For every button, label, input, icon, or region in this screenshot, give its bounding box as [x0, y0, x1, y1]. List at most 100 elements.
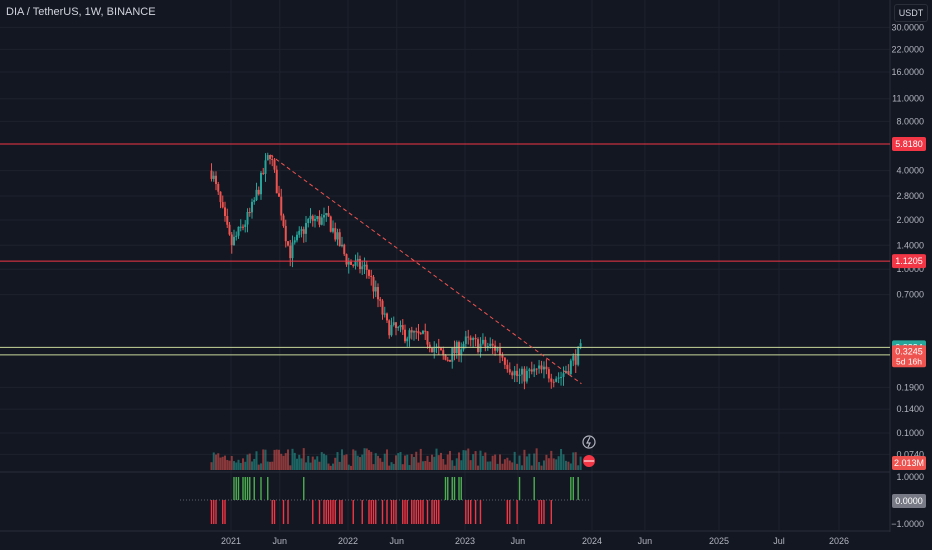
- candle-body: [370, 275, 373, 277]
- volume-bar: [271, 461, 274, 470]
- volume-bar: [383, 453, 386, 470]
- volume-bar: [248, 453, 251, 470]
- candle-body: [484, 339, 487, 347]
- candle-body: [381, 300, 384, 315]
- volume-bar: [579, 456, 582, 470]
- candle-body: [408, 330, 411, 339]
- candle-body: [341, 244, 343, 247]
- candle-body: [217, 183, 220, 192]
- volume-bar: [237, 459, 240, 470]
- volume-bar: [338, 461, 341, 470]
- volume-bar: [212, 452, 215, 470]
- candle-body: [251, 201, 253, 213]
- candle-body: [503, 357, 506, 365]
- candle-body: [472, 338, 475, 341]
- volume-bar: [336, 452, 339, 470]
- currency-button[interactable]: USDT: [894, 4, 928, 22]
- candle-body: [426, 331, 429, 345]
- volume-bar: [567, 461, 570, 470]
- candle-body: [269, 155, 271, 159]
- volume-bar: [451, 460, 454, 470]
- volume-bar: [221, 456, 224, 470]
- volume-bar: [388, 465, 391, 470]
- volume-bar: [311, 456, 314, 470]
- volume-bar: [444, 464, 447, 470]
- y-tick-label: 0.1400: [896, 404, 924, 414]
- volume-bar: [392, 463, 395, 470]
- candle-body: [399, 325, 402, 328]
- candle-body: [280, 196, 283, 216]
- candle-body: [284, 225, 287, 242]
- x-tick-label: Jun: [272, 536, 287, 546]
- candle-body: [350, 261, 352, 265]
- volume-bar: [550, 450, 553, 470]
- volume-bar: [569, 463, 572, 470]
- candle-body: [237, 226, 240, 236]
- candle-body: [311, 215, 314, 221]
- candle-body: [557, 377, 560, 379]
- volume-bar: [516, 463, 519, 470]
- volume-bar: [230, 455, 233, 470]
- volume-bar: [557, 456, 560, 470]
- y-tick-label: 4.0000: [896, 166, 924, 176]
- candle-body: [453, 348, 456, 354]
- volume-bar: [314, 459, 316, 470]
- volume-bar: [501, 463, 504, 470]
- volume-bar: [381, 461, 384, 470]
- candle-body: [248, 212, 251, 214]
- candle-body: [372, 276, 375, 292]
- candle-body: [323, 215, 325, 218]
- volume-bar: [446, 454, 449, 470]
- candle-body: [574, 355, 577, 365]
- symbol-title: DIA / TetherUS, 1W, BINANCE: [6, 6, 156, 18]
- candle-body: [460, 349, 463, 356]
- trendline[interactable]: [269, 154, 582, 385]
- volume-bar: [542, 460, 545, 470]
- candle-body: [542, 366, 545, 370]
- candle-body: [383, 313, 386, 315]
- y-tick-label: 8.0000: [896, 116, 924, 126]
- event-icons[interactable]: [582, 435, 596, 467]
- time-axis[interactable]: 2021 Jun 2022 Jun 2023 Jun 2024 Jun 2025 Jul 2026: [221, 536, 849, 546]
- candle-body: [244, 224, 247, 228]
- horizontal-levels[interactable]: [0, 143, 890, 356]
- candle-body: [305, 223, 307, 234]
- volume-bar: [327, 463, 330, 470]
- candle-body: [354, 260, 357, 266]
- volume-bar: [275, 449, 278, 470]
- candle-body: [309, 215, 312, 219]
- volume-bar: [278, 449, 280, 470]
- candle-body: [390, 325, 393, 336]
- volume-bar: [442, 459, 445, 470]
- volume-bar: [302, 448, 305, 470]
- candle-body: [545, 366, 548, 370]
- candle-body: [506, 364, 509, 370]
- price-axis[interactable]: 30.0000 22.0000 16.0000 11.0000 8.0000 4.0000…: [891, 22, 924, 529]
- volume-bar: [305, 462, 307, 470]
- candle-body: [433, 347, 436, 353]
- volume-bar: [562, 454, 565, 470]
- volume-bar: [269, 461, 271, 470]
- volume-bar: [552, 458, 555, 470]
- candle-body: [547, 369, 550, 379]
- volume-bar: [513, 451, 516, 470]
- candle-body: [440, 348, 442, 351]
- last-price-badge: [892, 345, 926, 368]
- volume-bar: [347, 464, 350, 470]
- y-tick-label: 16.0000: [891, 67, 924, 77]
- candle-body: [262, 172, 265, 174]
- volume-bar: [352, 449, 355, 470]
- candle-body: [235, 235, 238, 237]
- candle-body: [477, 339, 480, 352]
- candle-body: [332, 228, 334, 232]
- volume-bar: [374, 453, 377, 470]
- price-badge-label: 5.8180: [895, 139, 923, 149]
- candle-body: [496, 348, 499, 351]
- volume-bar: [361, 454, 364, 470]
- candle-body: [230, 234, 233, 246]
- volume-bar: [518, 455, 521, 470]
- candle-body: [221, 202, 224, 208]
- candle-body: [401, 325, 404, 330]
- volume-bar: [224, 455, 226, 470]
